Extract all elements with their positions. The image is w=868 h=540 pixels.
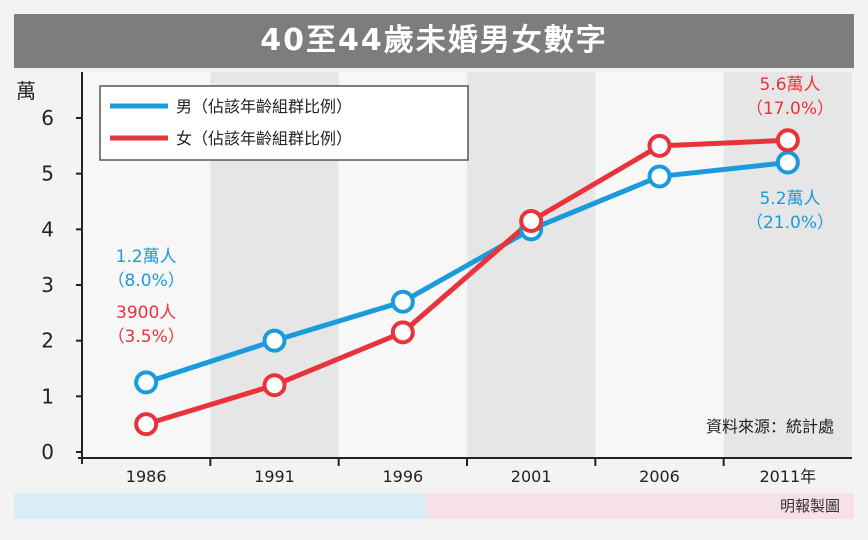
- x-tick-label: 2001: [511, 467, 552, 486]
- data-point: [262, 328, 287, 353]
- column-band: [467, 72, 596, 458]
- data-label: （8.0%）: [108, 271, 185, 291]
- data-point: [775, 150, 800, 175]
- data-label: （3.5%）: [108, 327, 185, 347]
- x-tick-label: 2011年: [759, 467, 816, 486]
- data-point: [519, 208, 544, 233]
- x-tick-label: 1986: [126, 467, 167, 486]
- bottom-band-blue: [14, 493, 426, 519]
- data-point: [134, 370, 159, 395]
- data-point: [390, 320, 415, 345]
- y-tick-label: 4: [41, 217, 54, 241]
- bottom-band-pink: [426, 493, 854, 519]
- data-label: 1.2萬人: [116, 247, 177, 267]
- credit-label: 明報製圖: [779, 497, 840, 515]
- y-tick-label: 3: [41, 273, 54, 297]
- data-point: [775, 128, 800, 153]
- y-tick-label: 1: [41, 384, 54, 408]
- x-tick-label: 1996: [382, 467, 423, 486]
- series-line: [145, 160, 789, 385]
- y-tick-label: 2: [41, 329, 54, 353]
- chart-title: 40至44歲未婚男女數字: [14, 14, 854, 68]
- data-label: 3900人: [116, 303, 176, 323]
- column-band: [595, 72, 724, 458]
- x-tick-label: 1991: [254, 467, 295, 486]
- data-point: [262, 373, 287, 398]
- legend-label: 女（佔該年齡組群比例）: [176, 129, 352, 148]
- data-point: [390, 289, 415, 314]
- y-axis-unit: 萬: [16, 79, 36, 103]
- x-tick-label: 2006: [639, 467, 680, 486]
- data-point: [647, 133, 672, 158]
- data-label: （21.0%）: [746, 213, 834, 233]
- data-point: [134, 412, 159, 437]
- legend-label: 男（佔該年齡組群比例）: [176, 97, 352, 116]
- data-point: [647, 164, 672, 189]
- series-line: [145, 137, 788, 427]
- y-tick-label: 0: [41, 440, 54, 464]
- data-label: 5.6萬人: [759, 75, 820, 95]
- legend-box: [99, 85, 469, 161]
- y-tick-label: 6: [41, 106, 54, 130]
- y-tick-label: 5: [41, 162, 54, 186]
- data-label: （17.0%）: [746, 99, 834, 119]
- source-note: 資料來源：統計處: [706, 417, 834, 436]
- data-label: 5.2萬人: [759, 189, 820, 209]
